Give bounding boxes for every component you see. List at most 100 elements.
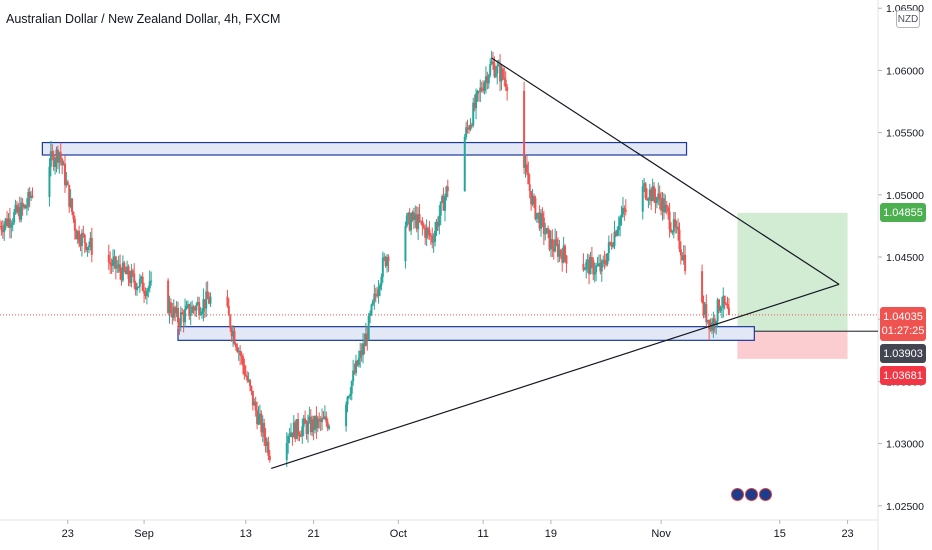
candle-body xyxy=(13,212,16,223)
price-tick-label: 1.05000 xyxy=(886,190,924,202)
candle-body xyxy=(3,224,6,233)
candle-body xyxy=(547,228,550,230)
candle-body xyxy=(72,212,75,219)
candle-body xyxy=(10,225,13,228)
candle-body xyxy=(353,370,356,374)
candle-body xyxy=(725,304,728,306)
stop-price-tag: 1.03681 xyxy=(880,366,926,385)
candle-body xyxy=(346,397,349,405)
candle-body xyxy=(492,61,495,64)
candle-body xyxy=(662,198,665,213)
candle-body xyxy=(76,231,79,240)
candle-body xyxy=(723,295,726,305)
candle-body xyxy=(140,276,143,280)
candle-body xyxy=(54,161,57,167)
candle-body xyxy=(496,65,499,74)
flag-au-icon[interactable] xyxy=(731,488,744,501)
candle-body xyxy=(27,191,30,206)
candle-body xyxy=(109,262,112,265)
candle-body xyxy=(75,230,78,240)
candle-body xyxy=(234,343,237,348)
candle-body xyxy=(128,278,131,284)
candle-body xyxy=(504,79,507,87)
candle-body xyxy=(674,219,677,228)
candle-body xyxy=(641,186,644,212)
candle-body xyxy=(256,410,259,425)
symbol-title[interactable]: Australian Dollar / New Zealand Dollar, … xyxy=(6,12,281,26)
target-price-label: 1.04855 xyxy=(883,206,923,219)
candle-body xyxy=(428,229,431,236)
candle-body xyxy=(239,350,242,356)
price-tick-label: 1.03000 xyxy=(886,439,924,451)
candle-body xyxy=(263,423,266,438)
candle-body xyxy=(85,243,88,251)
candle-body xyxy=(476,91,479,94)
candle-body xyxy=(373,293,376,301)
candle-body xyxy=(551,239,554,249)
candle-body xyxy=(186,304,189,306)
candle-body xyxy=(482,89,485,91)
candle-body xyxy=(288,435,291,437)
candle-body xyxy=(328,426,331,429)
candle-body xyxy=(237,350,240,352)
time-tick-label: 21 xyxy=(307,528,319,540)
sr-zone-2 xyxy=(177,326,755,341)
candle-body xyxy=(11,222,14,226)
candle-body xyxy=(145,290,148,297)
candle-body xyxy=(657,193,660,199)
candle-body xyxy=(251,390,254,406)
flag-au-icon[interactable] xyxy=(745,488,758,501)
candle-body xyxy=(249,379,252,387)
candle-body xyxy=(68,185,71,207)
candle-body xyxy=(193,308,196,311)
candle-body xyxy=(369,313,372,316)
candle-body xyxy=(475,93,478,109)
candle-body xyxy=(364,333,367,347)
candle-body xyxy=(227,306,230,316)
position-loss-zone xyxy=(737,331,848,359)
candle-body xyxy=(299,435,302,437)
candle-body xyxy=(232,330,235,337)
candle-body xyxy=(206,291,209,300)
candle-body xyxy=(195,304,198,311)
candle-body xyxy=(14,204,17,213)
candle-body xyxy=(469,125,472,130)
currency-unit[interactable]: NZD xyxy=(896,10,920,28)
candle-body xyxy=(480,87,483,90)
candle-body xyxy=(527,172,530,185)
candle-body xyxy=(648,189,651,200)
candle-body xyxy=(523,90,526,168)
candle-body xyxy=(499,64,502,82)
candle-body xyxy=(617,225,620,230)
candle-body xyxy=(345,404,348,427)
candle-body xyxy=(558,249,561,257)
candle-body xyxy=(83,234,86,244)
candle-body xyxy=(596,265,599,267)
candle-body xyxy=(669,229,672,233)
candle-body xyxy=(671,231,674,233)
candle-body xyxy=(356,360,359,366)
flag-au-icon[interactable] xyxy=(759,488,772,501)
candle-body xyxy=(4,218,7,225)
candle-body xyxy=(133,273,136,283)
candle-body xyxy=(287,436,290,444)
candle-body xyxy=(463,136,466,192)
candle-body xyxy=(305,423,308,435)
candle-body xyxy=(672,219,675,232)
candle-body xyxy=(71,198,74,213)
candle-body xyxy=(583,269,586,271)
candle-body xyxy=(208,299,211,304)
candle-body xyxy=(614,231,617,236)
candle-body xyxy=(537,212,540,214)
candle-body xyxy=(268,455,271,461)
candle-body xyxy=(424,227,427,238)
trend-line-1 xyxy=(491,57,840,285)
candle-body xyxy=(414,214,417,221)
candle-body xyxy=(80,232,83,247)
candle-body xyxy=(124,270,127,275)
candle-body xyxy=(58,152,61,163)
candle-body xyxy=(483,82,486,91)
economic-events[interactable] xyxy=(731,488,772,501)
